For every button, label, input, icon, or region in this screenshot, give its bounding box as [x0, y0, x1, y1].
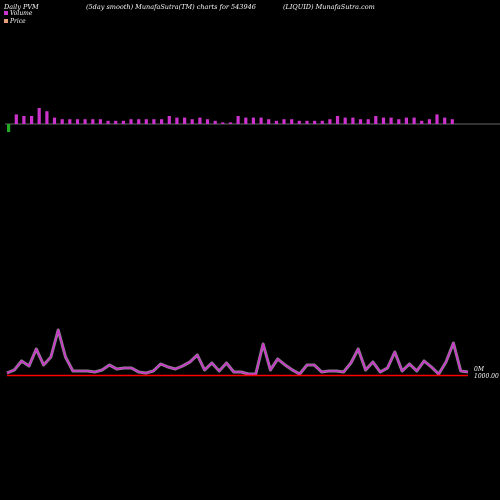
volume-bar [443, 118, 446, 124]
volume-bar [252, 118, 255, 124]
volume-bar [221, 122, 224, 124]
volume-bar [99, 119, 102, 124]
volume-bar [244, 118, 247, 124]
volume-bar [260, 118, 263, 124]
volume-bar [397, 119, 400, 124]
volume-bar [168, 116, 171, 124]
volume-bar [374, 116, 377, 124]
volume-bar [344, 118, 347, 124]
volume-bar [129, 119, 132, 124]
volume-bar [214, 121, 217, 124]
volume-bar [198, 118, 201, 124]
volume-bar [191, 119, 194, 124]
volume-bar [137, 119, 140, 124]
volume-bar [45, 111, 48, 124]
volume-bar [122, 121, 125, 124]
volume-bar [351, 118, 354, 124]
volume-bar [61, 119, 64, 124]
volume-bar [336, 116, 339, 124]
volume-bar [321, 121, 324, 124]
volume-bar [237, 116, 240, 124]
volume-bar [30, 116, 33, 124]
volume-bar [68, 119, 71, 124]
volume-bar [359, 119, 362, 124]
volume-bar [160, 119, 163, 124]
volume-bars [7, 108, 454, 132]
volume-bar [451, 119, 454, 124]
volume-bar [290, 119, 293, 124]
volume-bar [114, 121, 117, 124]
volume-bar [405, 118, 408, 124]
volume-bar [413, 118, 416, 124]
volume-bar [305, 121, 308, 124]
volume-bar [91, 119, 94, 124]
volume-bar [428, 119, 431, 124]
volume-bar [22, 116, 25, 124]
volume-bar [38, 108, 41, 124]
volume-bar [229, 122, 232, 124]
volume-bar [107, 121, 110, 124]
volume-bar [298, 121, 301, 124]
volume-bar [267, 119, 270, 124]
volume-bar [390, 118, 393, 124]
volume-bar [152, 119, 155, 124]
volume-bar [313, 121, 316, 124]
volume-bar [328, 119, 331, 124]
volume-line-glow [7, 330, 468, 374]
volume-bar [7, 124, 10, 132]
volume-axis-label: 0M [474, 366, 485, 373]
volume-line [7, 330, 468, 374]
volume-bar [84, 119, 87, 124]
volume-bar [15, 114, 18, 124]
volume-bar [435, 114, 438, 124]
price-axis-label: 1000.00 [474, 373, 499, 380]
volume-bar [183, 118, 186, 124]
volume-bar [76, 119, 79, 124]
volume-bar [275, 121, 278, 124]
volume-bar [53, 118, 56, 124]
volume-bar [145, 119, 148, 124]
volume-bar [175, 118, 178, 124]
volume-bar [367, 119, 370, 124]
volume-bar [382, 118, 385, 124]
volume-bar [206, 119, 209, 124]
volume-bar [282, 119, 285, 124]
volume-bar [420, 121, 423, 124]
